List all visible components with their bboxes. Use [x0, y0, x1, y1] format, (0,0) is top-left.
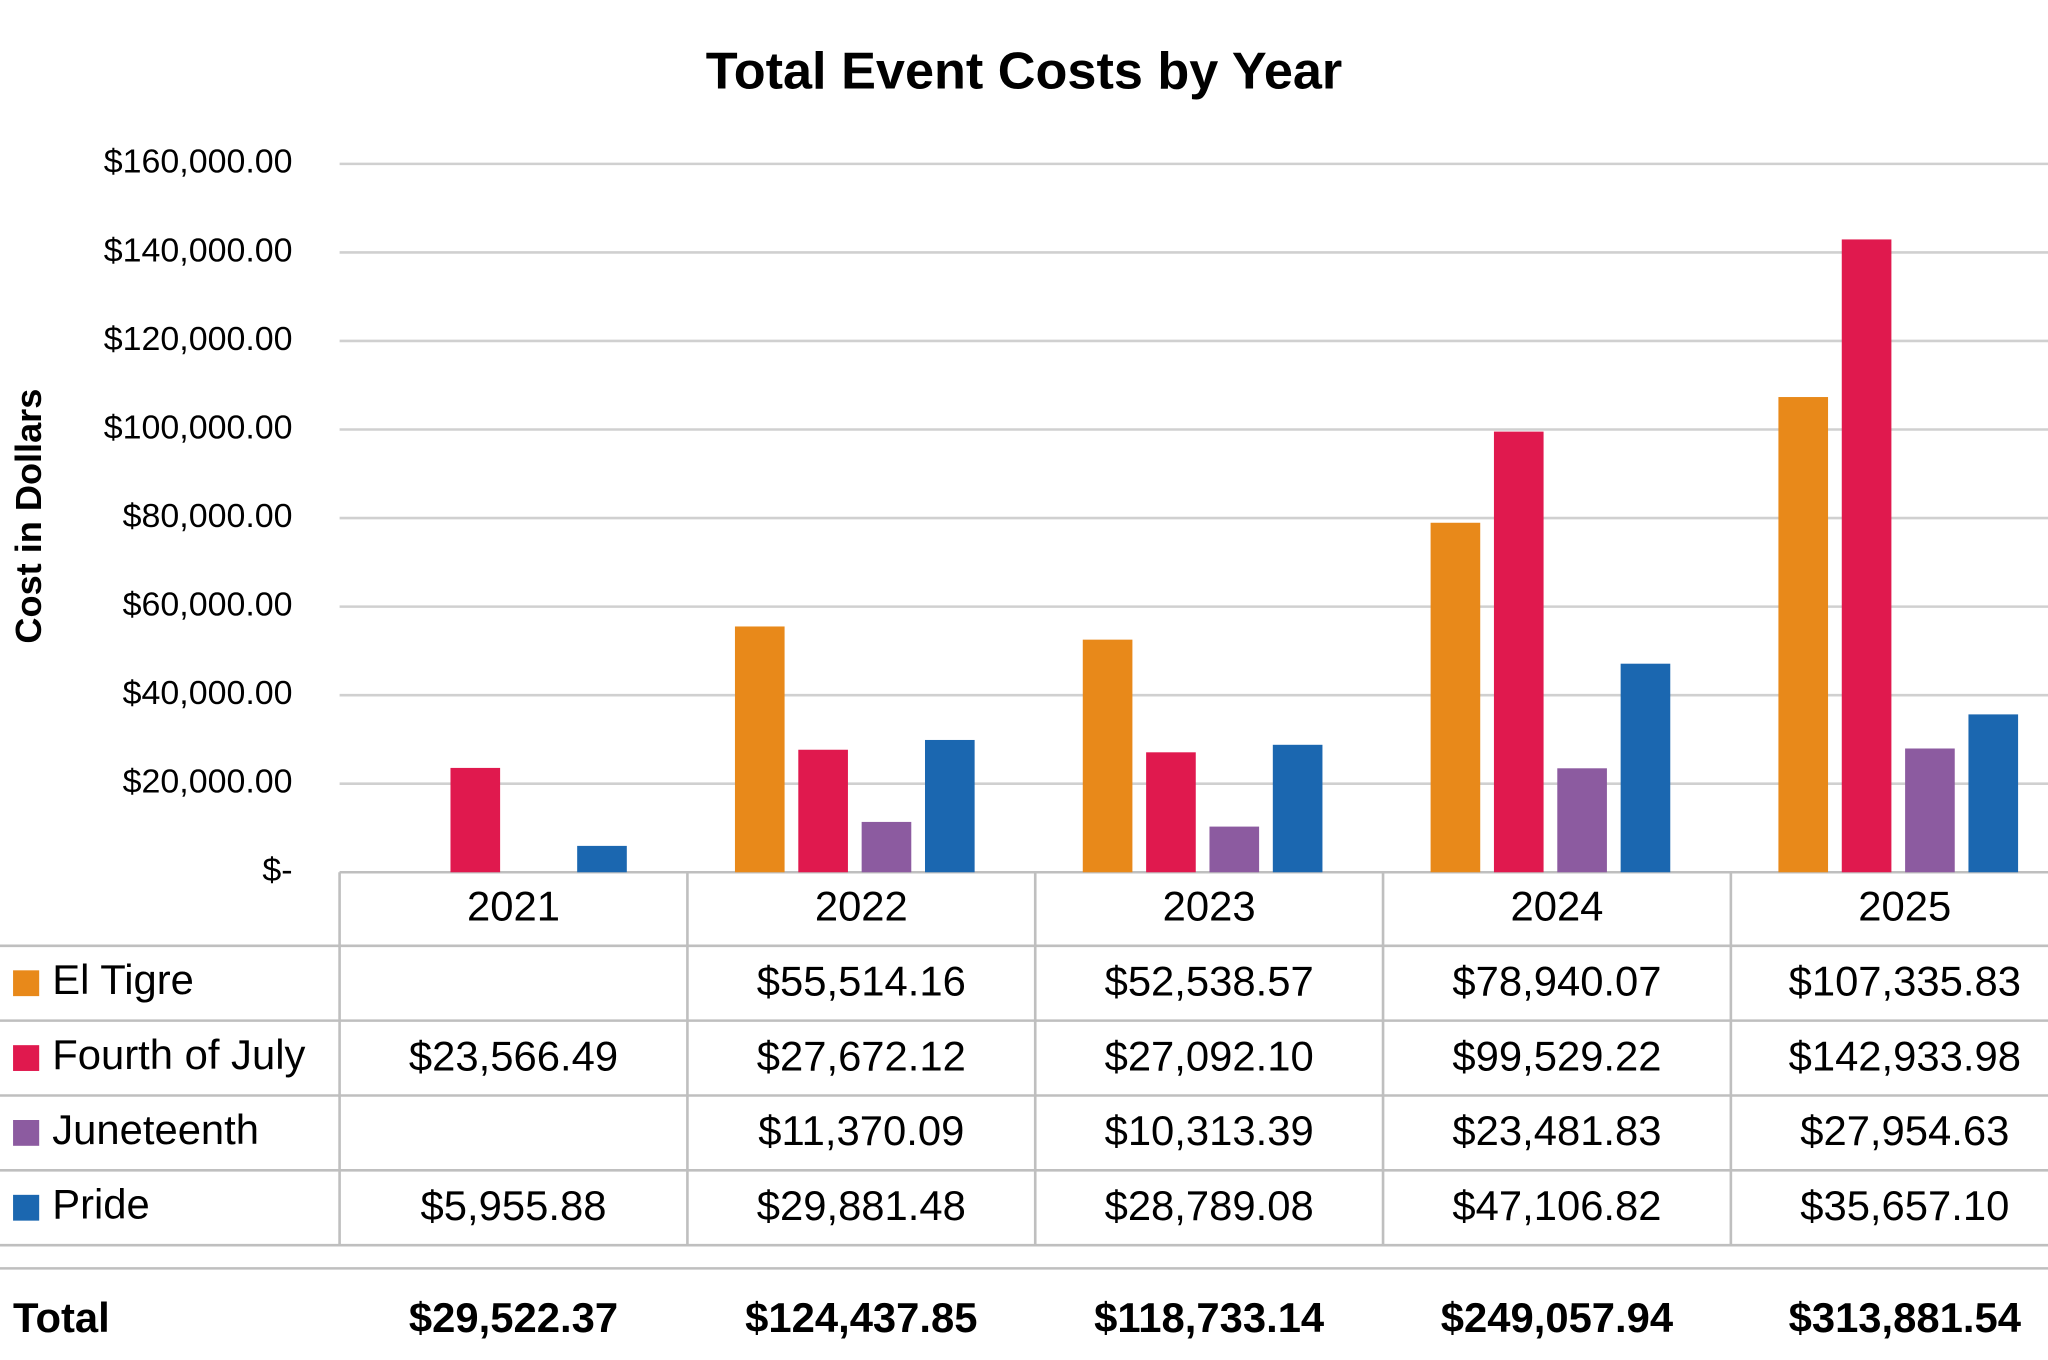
bar [1841, 239, 1892, 873]
total-cell: $249,057.94 [1441, 1294, 1673, 1341]
bar [1430, 522, 1481, 873]
bar [1620, 663, 1671, 873]
table-cell: $27,092.10 [1105, 1032, 1314, 1079]
legend-swatch [13, 1120, 40, 1146]
table-cell: $27,672.12 [757, 1032, 966, 1079]
table-cell: $29,881.48 [757, 1182, 966, 1229]
bar [1082, 639, 1133, 873]
table-cell: $52,538.57 [1105, 958, 1314, 1005]
bar [450, 767, 501, 873]
y-tick-label: $100,000.00 [104, 409, 293, 447]
table-cell: $5,955.88 [421, 1182, 607, 1229]
bar [798, 749, 848, 873]
total-cell: $313,881.54 [1789, 1294, 2021, 1341]
total-cell: $124,437.85 [745, 1294, 977, 1341]
bar [1209, 826, 1260, 873]
chart-title: Total Event Costs by Year [706, 43, 1343, 101]
bar [577, 845, 627, 873]
legend-label: Juneteenth [52, 1106, 259, 1153]
total-label: Total [13, 1294, 110, 1341]
table-cell: $78,940.07 [1452, 958, 1661, 1005]
y-tick-label: $140,000.00 [104, 231, 293, 269]
y-tick-label: $40,000.00 [123, 674, 293, 712]
x-tick-label: 2025 [1858, 883, 1951, 930]
table-cell: $10,313.39 [1105, 1107, 1314, 1154]
bar [1557, 768, 1607, 873]
table-cell: $28,789.08 [1105, 1182, 1314, 1229]
x-tick-label: 2022 [815, 883, 908, 930]
y-tick-label: $80,000.00 [123, 497, 293, 535]
y-tick-label: $20,000.00 [123, 763, 293, 801]
bar [924, 739, 975, 873]
bar [1778, 397, 1829, 873]
bar [734, 626, 785, 873]
bar [1272, 744, 1323, 873]
table-cell: $23,566.49 [409, 1032, 618, 1079]
x-tick-label: 2021 [467, 883, 560, 930]
bar [861, 821, 912, 873]
table-cell: $23,481.83 [1452, 1107, 1661, 1154]
x-tick-label: 2023 [1163, 883, 1256, 930]
table-cell: $47,106.82 [1452, 1182, 1661, 1229]
legend-label: Pride [52, 1181, 150, 1228]
bar [1905, 748, 1955, 873]
legend-swatch [13, 1194, 40, 1221]
table-cell: $142,933.98 [1789, 1032, 2021, 1079]
y-axis-label: Cost in Dollars [8, 389, 49, 644]
y-tick-label: $160,000.00 [104, 143, 293, 181]
table-cell: $27,954.63 [1800, 1107, 2009, 1154]
legend-swatch [13, 1045, 40, 1071]
bar [1146, 752, 1196, 873]
y-tick-label: $60,000.00 [123, 586, 293, 624]
x-tick-label: 2024 [1510, 883, 1603, 930]
table-cell: $35,657.10 [1800, 1182, 2009, 1229]
table-cell: $55,514.16 [757, 958, 966, 1005]
bar [1968, 714, 2019, 873]
bar [1493, 431, 1544, 873]
total-cell: $118,733.14 [1094, 1294, 1324, 1341]
legend-swatch [13, 970, 40, 997]
table-cell: $107,335.83 [1789, 958, 2021, 1005]
legend-label: Fourth of July [52, 1031, 305, 1078]
total-cell: $29,522.37 [409, 1294, 618, 1341]
y-tick-label: $120,000.00 [104, 320, 293, 358]
y-tick-label: $- [262, 851, 292, 889]
legend-label: El Tigre [52, 956, 194, 1003]
table-cell: $99,529.22 [1452, 1032, 1661, 1079]
table-cell: $11,370.09 [758, 1107, 964, 1154]
